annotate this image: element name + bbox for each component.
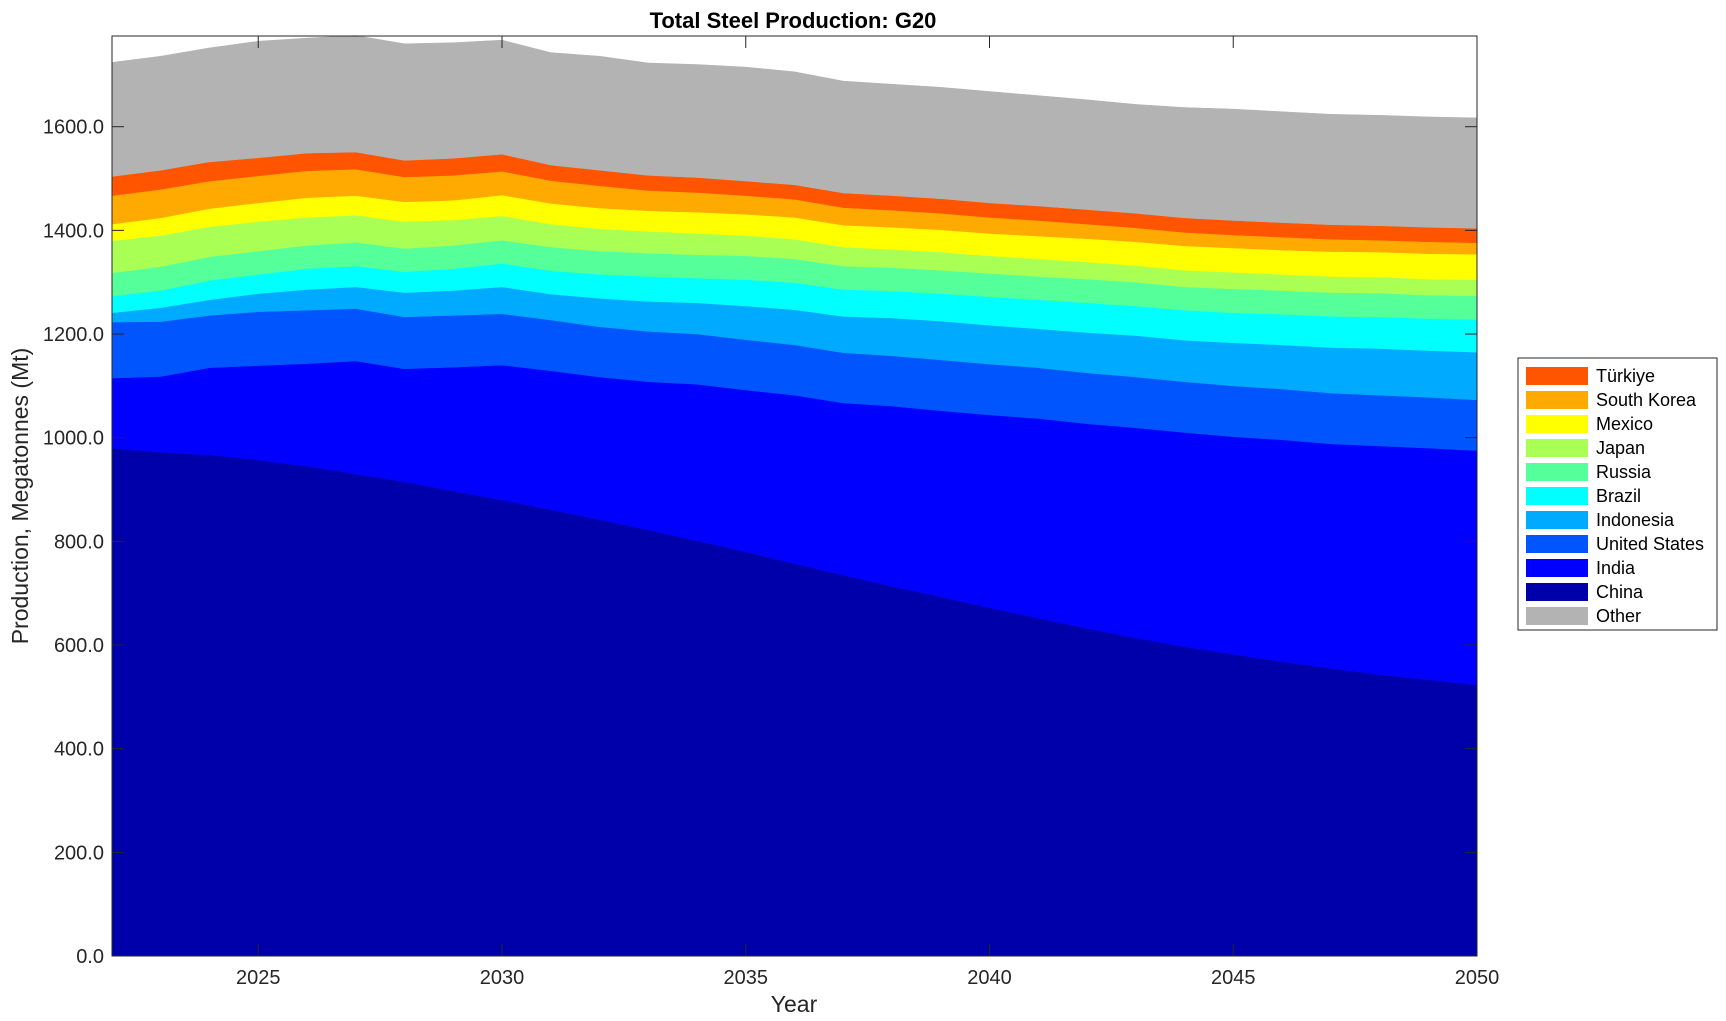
legend-label: Indonesia bbox=[1596, 510, 1675, 530]
legend: Türkiye South Korea Mexico Japan Russia Brazi… bbox=[1517, 357, 1718, 631]
legend-swatch bbox=[1526, 391, 1588, 409]
y-tick-label: 0.0 bbox=[76, 946, 104, 968]
legend-label: China bbox=[1596, 582, 1644, 602]
legend-label: Brazil bbox=[1596, 486, 1641, 506]
legend-swatch bbox=[1526, 415, 1588, 433]
x-axis: 2025 2030 2035 2040 2045 2050 bbox=[236, 36, 1499, 989]
x-tick-label: 2045 bbox=[1211, 967, 1256, 989]
y-tick-label: 800.0 bbox=[54, 531, 104, 553]
legend-label: Mexico bbox=[1596, 414, 1653, 434]
y-tick-label: 400.0 bbox=[54, 739, 104, 761]
legend-swatch bbox=[1526, 367, 1588, 385]
legend-label: India bbox=[1596, 558, 1636, 578]
legend-swatch bbox=[1526, 607, 1588, 625]
x-tick-label: 2035 bbox=[724, 967, 769, 989]
y-tick-label: 1400.0 bbox=[43, 220, 104, 242]
legend-swatch bbox=[1526, 535, 1588, 553]
legend-swatch bbox=[1526, 439, 1588, 457]
x-tick-label: 2025 bbox=[236, 967, 281, 989]
y-tick-label: 1000.0 bbox=[43, 428, 104, 450]
plot-frame bbox=[111, 35, 1478, 957]
legend-label: Türkiye bbox=[1596, 366, 1655, 386]
chart-title: Total Steel Production: G20 bbox=[650, 8, 937, 33]
x-tick-label: 2040 bbox=[967, 967, 1012, 989]
legend-swatch bbox=[1526, 487, 1588, 505]
y-tick-label: 1600.0 bbox=[43, 117, 104, 139]
x-axis-label: Year bbox=[771, 991, 818, 1017]
x-tick-label: 2050 bbox=[1455, 967, 1500, 989]
legend-label: Other bbox=[1596, 606, 1641, 626]
plot-area bbox=[111, 35, 1478, 957]
legend-swatch bbox=[1526, 583, 1588, 601]
legend-swatch bbox=[1526, 463, 1588, 481]
x-tick-label: 2030 bbox=[480, 967, 525, 989]
y-tick-label: 200.0 bbox=[54, 842, 104, 864]
legend-label: Russia bbox=[1596, 462, 1652, 482]
y-axis-label: Production, Megatonnes (Mt) bbox=[7, 348, 33, 645]
y-tick-label: 600.0 bbox=[54, 635, 104, 657]
legend-label: South Korea bbox=[1596, 390, 1697, 410]
legend-label: Japan bbox=[1596, 438, 1645, 458]
legend-swatch bbox=[1526, 559, 1588, 577]
y-tick-label: 1200.0 bbox=[43, 324, 104, 346]
legend-swatch bbox=[1526, 511, 1588, 529]
legend-label: United States bbox=[1596, 534, 1704, 554]
y-axis: 0.0 200.0 400.0 600.0 800.0 1000.0 1200.0 1400.… bbox=[43, 117, 1477, 968]
